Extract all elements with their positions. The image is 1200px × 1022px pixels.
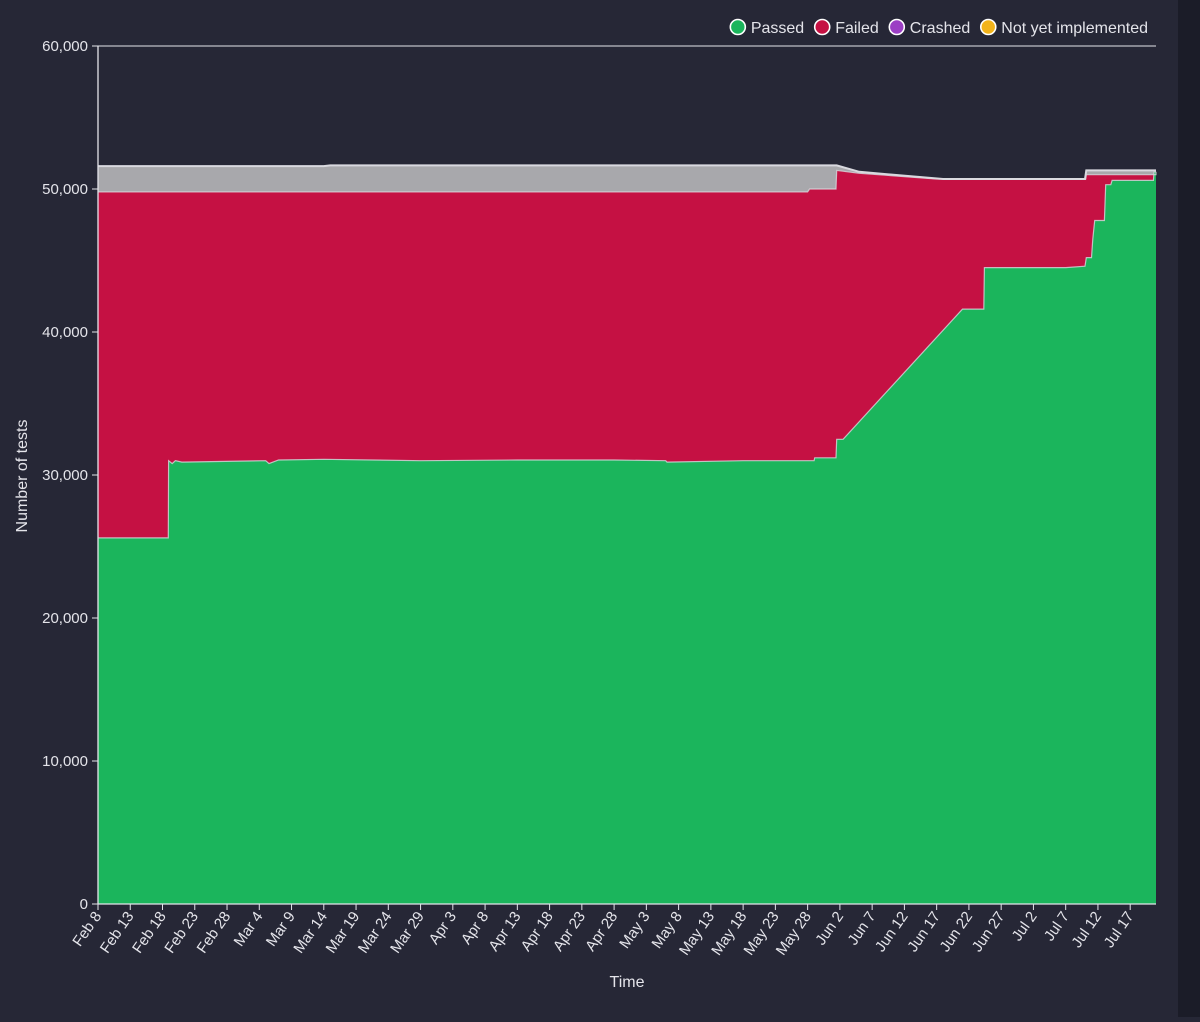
- x-tick-label: Jul 2: [1009, 909, 1041, 945]
- window-edge: [1178, 0, 1200, 1017]
- x-tick-label: Jul 12: [1068, 909, 1105, 952]
- chart-areas: [98, 164, 1157, 905]
- legend-label: Not yet implemented: [1001, 20, 1148, 37]
- legend-item-failed[interactable]: Failed: [813, 18, 879, 38]
- y-tick-label: 50,000: [42, 181, 88, 198]
- y-axis-title: Number of tests: [14, 420, 31, 533]
- legend: Not yet implemented Crashed Failed Passed: [729, 18, 1148, 38]
- x-tick-label: Apr 18: [518, 909, 557, 955]
- failed-outline: [98, 169, 1157, 193]
- x-tick-label: Apr 23: [550, 909, 589, 955]
- x-tick-label: Feb 28: [194, 909, 235, 957]
- x-tick-label: Mar 29: [387, 909, 428, 957]
- y-axis-ticks: 0 10,000 20,000 30,000 40,000 50,000 60,000: [42, 38, 98, 913]
- legend-label: Passed: [751, 20, 804, 37]
- x-tick-label: Jul 7: [1041, 909, 1073, 945]
- x-tick-label: Jun 17: [904, 909, 944, 956]
- passed-area: [98, 171, 1156, 905]
- legend-swatch: [979, 18, 997, 36]
- y-tick-label: 10,000: [42, 753, 88, 770]
- x-tick-label: Jun 2: [812, 909, 847, 949]
- not-yet-implemented-area: [98, 165, 1156, 192]
- chart-panel: 0 10,000 20,000 30,000 40,000 50,000 60,000 Fe…: [14, 18, 1157, 991]
- legend-item-not-yet-implemented[interactable]: Not yet implemented: [979, 18, 1148, 38]
- legend-label: Failed: [835, 20, 879, 37]
- x-tick-label: Jun 12: [872, 909, 912, 956]
- total-outline: [98, 164, 1156, 180]
- y-tick-label: 20,000: [42, 610, 88, 627]
- legend-item-passed[interactable]: Passed: [729, 18, 804, 38]
- legend-swatch: [813, 18, 831, 36]
- x-tick-label: May 3: [616, 909, 653, 952]
- legend-swatch: [888, 18, 906, 36]
- x-tick-label: Jun 27: [969, 909, 1009, 956]
- x-tick-label: Jul 17: [1101, 909, 1138, 952]
- y-tick-label: 0: [80, 896, 88, 913]
- test-results-area-chart: 0 10,000 20,000 30,000 40,000 50,000 60,000 Fe…: [14, 18, 1157, 991]
- legend-item-crashed[interactable]: Crashed: [888, 18, 970, 38]
- x-tick-label: Jun 22: [936, 909, 976, 956]
- legend-label: Crashed: [910, 20, 970, 37]
- passed-outline: [98, 171, 1156, 539]
- y-tick-label: 60,000: [42, 38, 88, 55]
- y-tick-label: 30,000: [42, 467, 88, 484]
- x-tick-label: Apr 28: [582, 909, 621, 955]
- x-tick-label: Apr 3: [426, 909, 460, 948]
- legend-swatch: [729, 18, 747, 36]
- x-tick-label: Mar 4: [231, 909, 267, 950]
- y-tick-label: 40,000: [42, 324, 88, 341]
- x-axis-title: Time: [610, 974, 645, 991]
- x-tick-label: Apr 13: [485, 909, 524, 955]
- failed-area: [98, 170, 1156, 538]
